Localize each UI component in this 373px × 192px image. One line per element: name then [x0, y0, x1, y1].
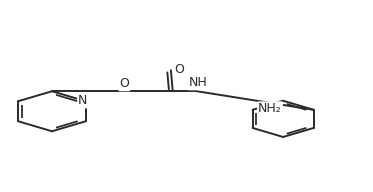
Text: O: O — [175, 63, 185, 76]
Text: NH: NH — [189, 76, 207, 89]
Text: N: N — [78, 94, 88, 107]
Text: NH₂: NH₂ — [258, 102, 282, 115]
Text: O: O — [119, 77, 129, 90]
